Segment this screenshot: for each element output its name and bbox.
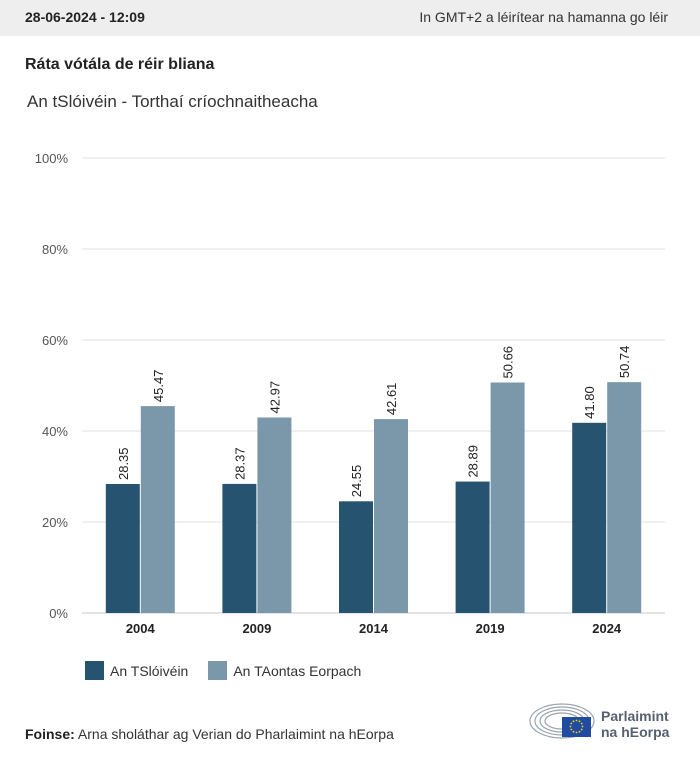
logo-line-2: na hEorpa <box>601 724 670 740</box>
top-bar: 28-06-2024 - 12:09 In GMT+2 a léirítear … <box>0 0 700 36</box>
y-tick-label: 60% <box>42 333 68 348</box>
data-label: 45.47 <box>151 370 166 403</box>
x-tick-label: 2004 <box>126 621 156 636</box>
y-tick-label: 40% <box>42 424 68 439</box>
data-label: 28.35 <box>116 447 131 480</box>
source-label: Foinse: <box>25 726 75 742</box>
x-tick-label: 2024 <box>592 621 622 636</box>
chart-subtitle: An tSlóivéin - Torthaí críochnaitheacha <box>27 92 318 111</box>
eu-flag-icon <box>562 717 591 737</box>
bar-2019-series-2 <box>490 382 525 613</box>
legend-item-eu: An TAontas Eorpach <box>208 661 361 680</box>
bar-2024-series-2 <box>607 382 642 613</box>
parliament-hemicycle-icon <box>529 703 595 739</box>
legend-swatch-eu <box>208 661 228 680</box>
data-label: 50.66 <box>501 346 516 379</box>
legend-item-slovenia: An TSlóivéin <box>85 661 188 680</box>
y-tick-label: 20% <box>42 515 68 530</box>
data-label: 28.89 <box>466 445 481 478</box>
bar-2004-series-1 <box>105 484 140 613</box>
data-label: 50.74 <box>617 346 632 379</box>
bar-2009-series-2 <box>257 417 292 613</box>
data-label: 41.80 <box>582 386 597 419</box>
logo-line-1: Parlaimint <box>601 708 669 724</box>
timezone-note: In GMT+2 a léirítear na hamanna go léir <box>419 9 668 25</box>
data-label: 24.55 <box>349 465 364 498</box>
timestamp: 28-06-2024 - 12:09 <box>25 9 145 25</box>
x-tick-label: 2014 <box>359 621 389 636</box>
x-tick-label: 2009 <box>242 621 271 636</box>
bar-2004-series-2 <box>140 406 175 613</box>
y-tick-label: 80% <box>42 242 68 257</box>
bar-2014-series-1 <box>339 501 373 613</box>
data-label: 42.61 <box>384 383 399 416</box>
data-label: 28.37 <box>232 447 247 480</box>
y-tick-label: 0% <box>49 606 68 621</box>
y-tick-label: 100% <box>35 151 69 166</box>
data-label: 42.97 <box>267 381 282 414</box>
european-parliament-logo: Parlaimint na hEorpa <box>529 701 679 743</box>
bar-2024-series-1 <box>572 422 607 613</box>
x-tick-label: 2019 <box>476 621 505 636</box>
bar-2019-series-1 <box>455 481 490 613</box>
legend-label-eu: An TAontas Eorpach <box>233 662 362 679</box>
legend-label-slovenia: An TSlóivéin <box>110 662 189 679</box>
legend-swatch-slovenia <box>85 661 104 680</box>
source-text: Arna sholáthar ag Verian do Pharlaimint … <box>77 726 394 742</box>
bar-2009-series-1 <box>222 483 257 613</box>
logo-text: Parlaimint na hEorpa <box>601 708 669 740</box>
chart-title: Ráta vótála de réir bliana <box>25 56 215 73</box>
source-note: Foinse: Arna sholáthar ag Verian do Phar… <box>25 726 394 742</box>
bar-chart: 0% 20% 40% 60% 80% 100% 28.35 45.47 2004 28.37 42.… <box>35 151 665 636</box>
legend: An TSlóivéin An TAontas Eorpach <box>85 661 381 680</box>
bar-2014-series-2 <box>374 419 408 613</box>
